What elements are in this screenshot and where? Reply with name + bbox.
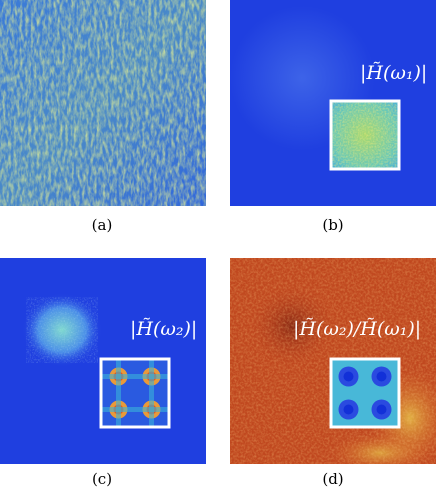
inset-c-fill (102, 360, 168, 426)
panel-d-image (230, 258, 436, 464)
caption-b: (b) (322, 216, 344, 234)
panel-c-image (0, 258, 206, 464)
inset-d-fill (332, 360, 398, 426)
inset-c-border (99, 357, 171, 429)
caption-d: (d) (322, 470, 344, 488)
inset-d-border (329, 357, 401, 429)
panel-c-label: |H̃(ω₂)| (130, 318, 198, 340)
inset-b-border (329, 99, 401, 171)
panel-a-image (0, 0, 206, 206)
panel-b-texture (230, 0, 436, 206)
panel-a-texture (0, 0, 206, 206)
panel-b-label: |H̃(ω₁)| (360, 62, 428, 84)
panel-b-image (230, 0, 436, 206)
caption-a: (a) (91, 216, 113, 234)
caption-c: (c) (91, 470, 113, 488)
panel-d-texture (230, 258, 436, 464)
panel-c-texture (0, 258, 206, 464)
panel-d-label: |H̃(ω₂)/H̃(ω₁)| (293, 318, 422, 340)
